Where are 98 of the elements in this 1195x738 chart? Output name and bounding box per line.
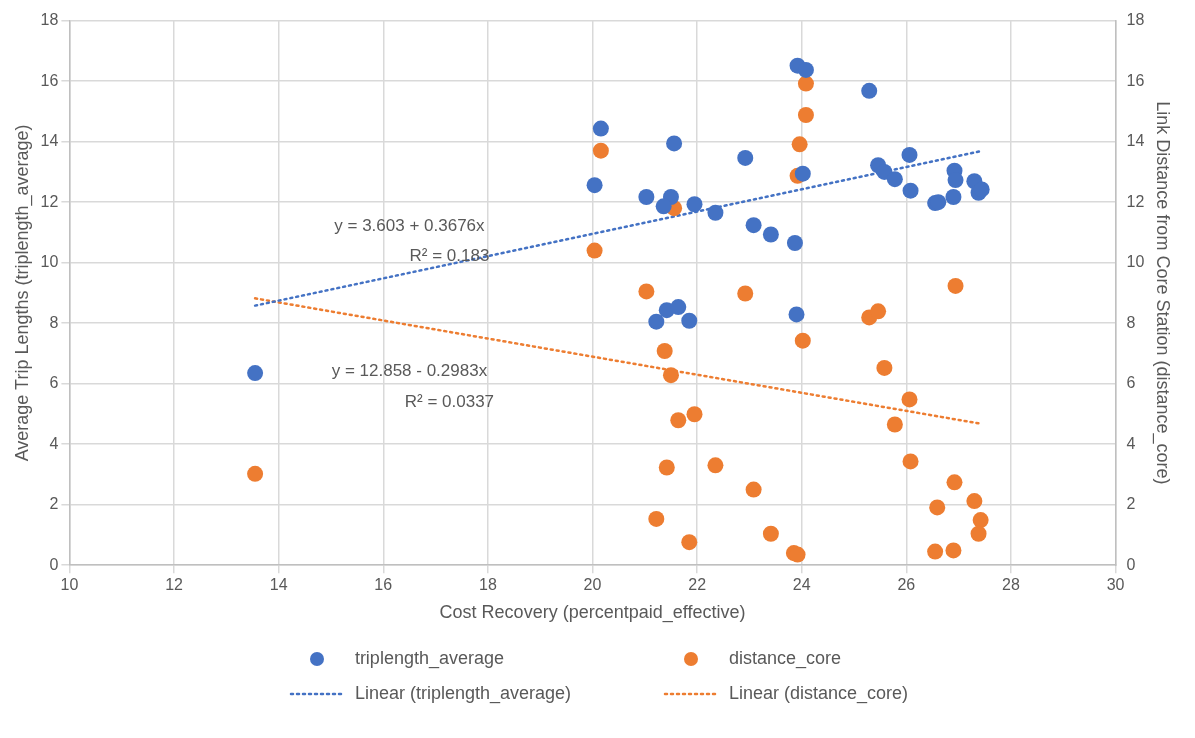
point <box>762 525 779 542</box>
point <box>592 142 609 159</box>
point <box>946 474 963 491</box>
point <box>870 303 887 320</box>
point <box>648 510 665 527</box>
y2-tick-label: 2 <box>1126 495 1136 513</box>
annotation: R² = 0.0337 <box>404 391 495 411</box>
y-axis-title: Average Trip Lengths (triplength_average) <box>11 124 33 462</box>
point <box>681 312 698 329</box>
point <box>745 481 762 498</box>
point <box>901 391 918 408</box>
x-tick-label: 18 <box>478 576 497 594</box>
y-tick-label: 16 <box>40 71 59 89</box>
y-tick-label: 12 <box>40 192 59 210</box>
point <box>901 146 918 163</box>
point <box>945 188 962 205</box>
x-tick-label: 10 <box>60 576 79 594</box>
legend-label: distance_core <box>729 648 842 669</box>
point <box>638 283 655 300</box>
point <box>670 299 687 316</box>
point <box>786 234 803 251</box>
point <box>737 285 754 302</box>
y-tick-label: 18 <box>40 11 59 29</box>
point <box>966 493 983 510</box>
y-tick-label: 4 <box>49 434 59 452</box>
x-tick-label: 12 <box>165 576 184 594</box>
point <box>638 188 655 205</box>
point <box>794 332 811 349</box>
annotation: y = 12.858 - 0.2983x <box>331 361 488 381</box>
point <box>876 359 893 376</box>
point <box>737 149 754 166</box>
point <box>794 165 811 182</box>
y2-axis-title: Link Distance from Core Station (distance_core) <box>1152 101 1174 485</box>
point <box>707 204 724 221</box>
point <box>902 453 919 470</box>
y2-tick-label: 6 <box>1126 374 1136 392</box>
legend-label: Linear (distance_core) <box>729 683 909 704</box>
point <box>972 512 989 529</box>
x-tick-label: 24 <box>792 576 811 594</box>
point <box>686 196 703 213</box>
point <box>797 61 814 78</box>
x-tick-label: 22 <box>688 576 707 594</box>
point <box>648 313 665 330</box>
x-tick-label: 20 <box>583 576 602 594</box>
y2-tick-label: 8 <box>1126 313 1136 331</box>
point <box>681 534 698 551</box>
legend-label: triplength_average <box>354 648 504 669</box>
point <box>797 75 814 92</box>
point <box>797 107 814 123</box>
point <box>745 217 762 234</box>
y2-tick-label: 10 <box>1126 253 1145 271</box>
y2-tick-label: 0 <box>1126 555 1136 573</box>
y-tick-label: 2 <box>49 495 59 513</box>
point <box>592 120 609 137</box>
point <box>655 198 672 215</box>
point <box>970 525 987 542</box>
point <box>861 82 878 99</box>
point <box>791 136 808 153</box>
y2-tick-label: 18 <box>1126 11 1145 29</box>
y-tick-label: 8 <box>49 313 59 331</box>
point <box>586 242 603 259</box>
y2-tick-label: 12 <box>1126 192 1145 210</box>
y-tick-label: 10 <box>40 253 59 271</box>
x-tick-label: 28 <box>1002 576 1020 594</box>
y2-tick-label: 14 <box>1126 132 1145 150</box>
y2-tick-label: 4 <box>1126 434 1136 452</box>
point <box>670 412 687 429</box>
point <box>586 177 603 194</box>
y-tick-label: 6 <box>49 374 59 392</box>
point <box>929 499 946 516</box>
point <box>886 416 903 433</box>
point <box>762 226 779 243</box>
point <box>947 172 964 189</box>
x-tick-label: 30 <box>1106 576 1125 594</box>
point <box>947 277 964 294</box>
x-axis-title: Cost Recovery (percentpaid_effective) <box>439 602 746 624</box>
x-tick-label: 26 <box>897 576 916 594</box>
point <box>945 542 962 559</box>
y-tick-label: 0 <box>49 555 59 573</box>
annotation: y = 3.603 + 0.3676x <box>334 216 486 236</box>
point <box>707 457 724 474</box>
point <box>658 459 675 476</box>
legend-label: Linear (triplength_average) <box>354 683 572 704</box>
y-tick-label: 14 <box>40 132 59 150</box>
annotation: R² = 0.183 <box>409 246 490 266</box>
point <box>662 367 679 384</box>
y2-tick-label: 16 <box>1126 71 1145 89</box>
point <box>788 306 805 323</box>
point <box>686 406 703 423</box>
point <box>247 465 264 482</box>
point <box>927 543 944 560</box>
point <box>886 171 903 188</box>
x-tick-label: 14 <box>269 576 288 594</box>
point <box>656 342 673 359</box>
point <box>247 365 264 382</box>
point <box>666 135 683 152</box>
x-tick-label: 16 <box>374 576 393 594</box>
point <box>902 182 919 199</box>
